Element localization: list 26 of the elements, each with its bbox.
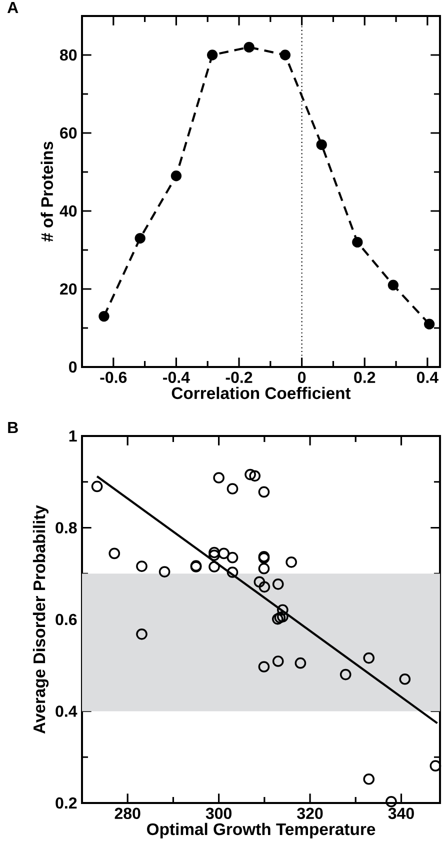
chart-title: A	[7, 2, 18, 14]
y-tick-label: 20	[60, 283, 77, 295]
y-tick-label: 0.2	[56, 797, 77, 809]
x-tick-label: 0	[298, 372, 306, 384]
y-axis-title: Average Disorder Probability	[32, 505, 49, 734]
x-tick-label: 320	[297, 808, 323, 820]
y-tick-label: 0.4	[56, 706, 78, 717]
x-tick-label: 280	[114, 808, 140, 820]
y-tick-label: 1	[69, 430, 77, 442]
x-tick-label: -0.4	[163, 372, 190, 384]
y-tick-label: 0.6	[56, 614, 77, 626]
x-tick-label: 0.4	[416, 372, 438, 384]
x-tick-label: 340	[388, 808, 414, 820]
x-axis-title: Optimal Growth Temperature	[147, 822, 376, 838]
y-axis-title: # of Proteins	[40, 142, 54, 242]
y-tick-label: 40	[60, 205, 77, 217]
x-tick-label: 0.2	[354, 372, 376, 384]
x-axis-title: Correlation Coefficient	[172, 386, 351, 400]
x-tick-label: -0.6	[100, 372, 127, 384]
x-tick-label: 300	[206, 808, 232, 820]
x-tick-label: -0.2	[226, 372, 252, 384]
y-tick-label: 80	[60, 49, 77, 61]
y-tick-label: 60	[60, 127, 77, 139]
y-tick-label: 0.8	[56, 522, 77, 534]
chart-title: B	[8, 422, 18, 434]
y-tick-label: 0	[69, 361, 77, 373]
